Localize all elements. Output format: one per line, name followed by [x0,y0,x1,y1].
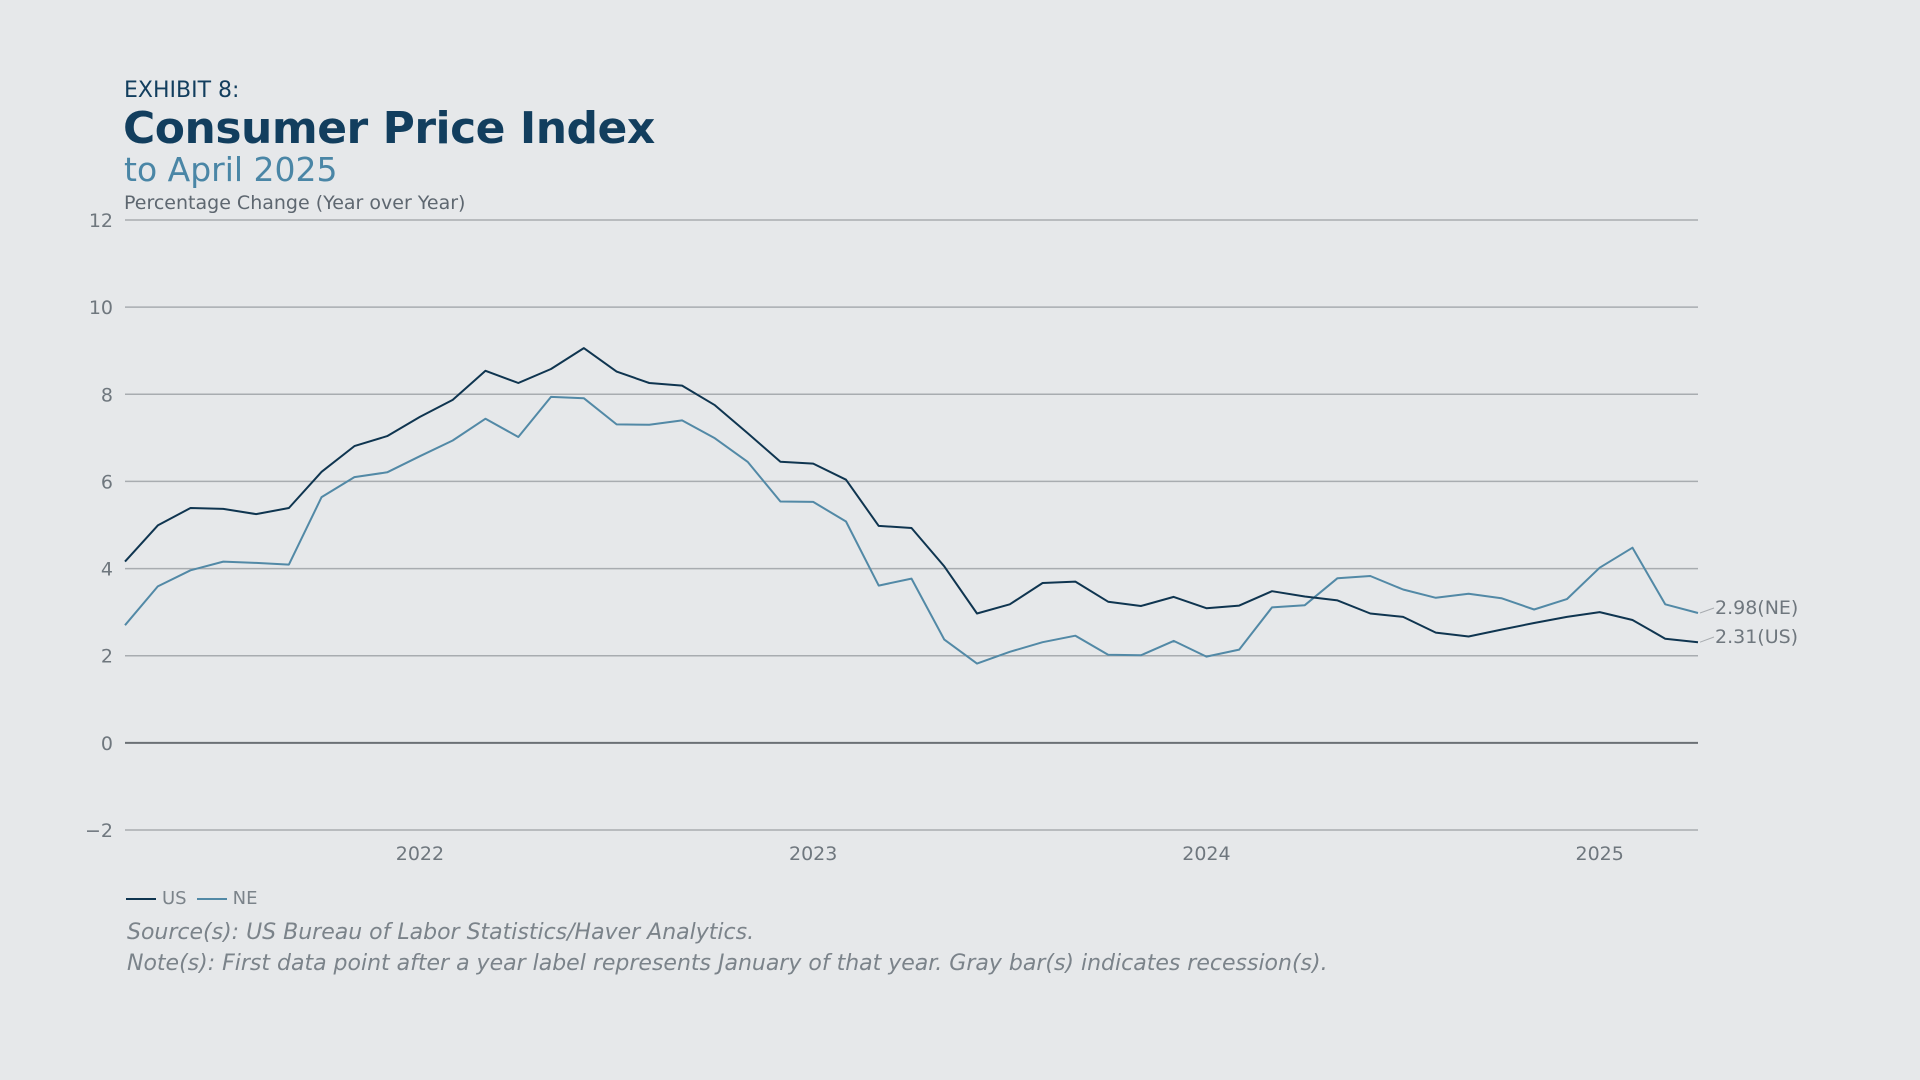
y-tick-label: 2 [101,646,113,668]
x-tick-label: 2025 [1576,843,1624,865]
gridlines [125,219,1698,831]
legend-item-ne: NE [196,888,258,909]
legend-swatch-ne [196,897,227,900]
end-value-labels: 2.98(NE) 2.31(US) [1699,597,1798,648]
series-line-ne [124,395,1699,665]
end-label-leader [1699,607,1715,614]
legend-swatch-us [126,897,156,900]
series-lines [124,347,1699,665]
y-tick-label: −2 [85,820,113,842]
series-line-us [124,347,1699,644]
end-value-label: 2.31(US) [1715,626,1798,648]
footnote: Note(s): First data point after a year l… [127,951,1328,976]
exhibit-label: EXHIBIT 8: [124,78,240,103]
y-tick-label: 10 [89,297,113,319]
legend-label-ne: NE [232,888,258,909]
end-value-label: 2.98(NE) [1715,597,1798,619]
y-axis-ticks: −2 0 2 4 6 8 10 12 [85,210,113,842]
y-tick-label: 0 [101,733,113,755]
y-tick-label: 8 [101,384,113,406]
chart-subtitle: to April 2025 [124,150,338,189]
x-tick-label: 2024 [1182,843,1230,865]
legend-item-us: US [126,888,187,909]
legend: US NE [126,888,267,909]
y-axis-label: Percentage Change (Year over Year) [124,192,466,214]
legend-label-us: US [162,888,187,909]
y-tick-label: 4 [101,559,113,581]
chart-title: Consumer Price Index [123,103,655,154]
y-tick-label: 12 [89,210,113,232]
x-axis-ticks: 2022 2023 2024 2025 [396,843,1624,865]
x-tick-label: 2023 [789,843,837,865]
source-note: Source(s): US Bureau of Labor Statistics… [127,920,755,945]
x-tick-label: 2022 [396,843,444,865]
y-tick-label: 6 [101,471,113,493]
end-label-leader [1699,636,1715,643]
